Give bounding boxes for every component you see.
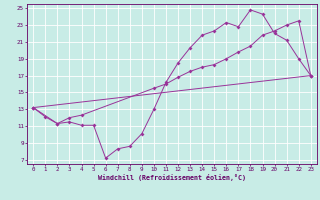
- X-axis label: Windchill (Refroidissement éolien,°C): Windchill (Refroidissement éolien,°C): [98, 174, 246, 181]
